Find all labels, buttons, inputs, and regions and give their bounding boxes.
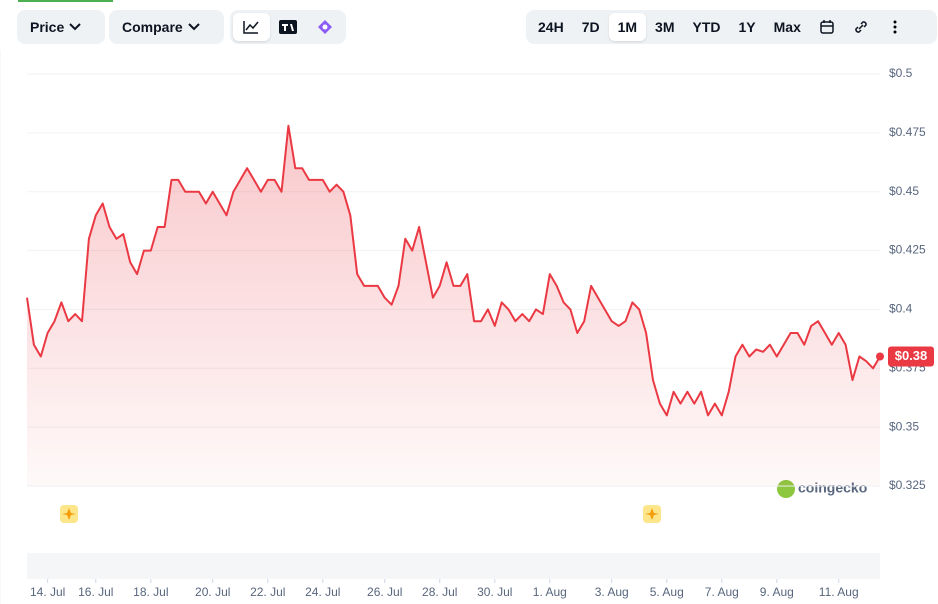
price-dropdown[interactable]: Price: [17, 10, 105, 44]
x-tick-label: 11. Aug: [819, 585, 859, 599]
chevron: [187, 23, 200, 31]
y-tick-label: $0.45: [889, 184, 919, 198]
compare-button[interactable]: Compare: [112, 13, 211, 41]
range-button[interactable]: 24H: [538, 19, 564, 35]
tradingview[interactable]: [270, 13, 307, 41]
range-button[interactable]: 1M: [608, 13, 647, 41]
tab-indicator: [18, 0, 113, 2]
x-tick-label: 9. Aug: [760, 585, 794, 599]
range-button[interactable]: 1Y: [738, 19, 756, 35]
more-button[interactable]: [878, 13, 912, 41]
icon: [243, 21, 259, 34]
x-tick-label: 26. Jul: [367, 585, 402, 599]
y-tick-label: $0.4: [889, 302, 913, 316]
x-tick-label: 16. Jul: [78, 585, 113, 599]
icon: [893, 20, 897, 34]
event-marker[interactable]: [60, 505, 78, 523]
range-button[interactable]: 7D: [581, 19, 600, 35]
label: Compare: [122, 19, 183, 35]
calendar-button[interactable]: [810, 13, 844, 41]
y-tick-label: $0.325: [889, 478, 926, 492]
x-tick-label: 30. Jul: [477, 585, 512, 599]
last-price-badge: [888, 346, 934, 367]
last-point: [876, 352, 884, 361]
range-button[interactable]: Max: [773, 19, 801, 35]
link-button[interactable]: [844, 13, 878, 41]
y-tick-label: $0.475: [889, 125, 926, 139]
y-tick-label: $0.5: [889, 66, 913, 80]
compare-dropdown[interactable]: Compare: [109, 10, 224, 44]
chart-style: [230, 10, 346, 44]
price-line: [26, 124, 881, 417]
range-button[interactable]: 3M: [655, 19, 675, 35]
y-tick-label: $0.425: [889, 243, 926, 257]
x-tick-label: 3. Aug: [595, 585, 629, 599]
price-area: [27, 125, 880, 487]
price-button[interactable]: Price: [20, 13, 92, 41]
x-tick-label: 28. Jul: [422, 585, 457, 599]
last-price-label: $0.38: [895, 348, 928, 363]
volume-band: [27, 553, 880, 579]
icon: [855, 21, 867, 33]
ai-style[interactable]: [306, 13, 343, 41]
y-tick-label: $0.35: [889, 419, 919, 433]
x-tick-label: 5. Aug: [650, 585, 684, 599]
line-style[interactable]: [233, 13, 270, 41]
x-tick-label: 1. Aug: [533, 585, 567, 599]
icon: [279, 20, 297, 34]
chevron: [69, 23, 81, 31]
x-tick-label: 7. Aug: [705, 585, 739, 599]
label: Price: [30, 19, 65, 35]
x-tick-label: 24. Jul: [305, 585, 340, 599]
x-tick-label: 22. Jul: [250, 585, 285, 599]
x-tick-label: 20. Jul: [195, 585, 230, 599]
range-button[interactable]: YTD: [692, 19, 721, 35]
x-tick-label: 14. Jul: [30, 585, 65, 599]
icon: [317, 20, 332, 34]
range-selector: 24H 7D 1M 3M YTD 1Y Max: [526, 10, 937, 44]
icon: [820, 20, 834, 34]
x-tick-label: 18. Jul: [133, 585, 168, 599]
event-marker[interactable]: [643, 505, 661, 523]
